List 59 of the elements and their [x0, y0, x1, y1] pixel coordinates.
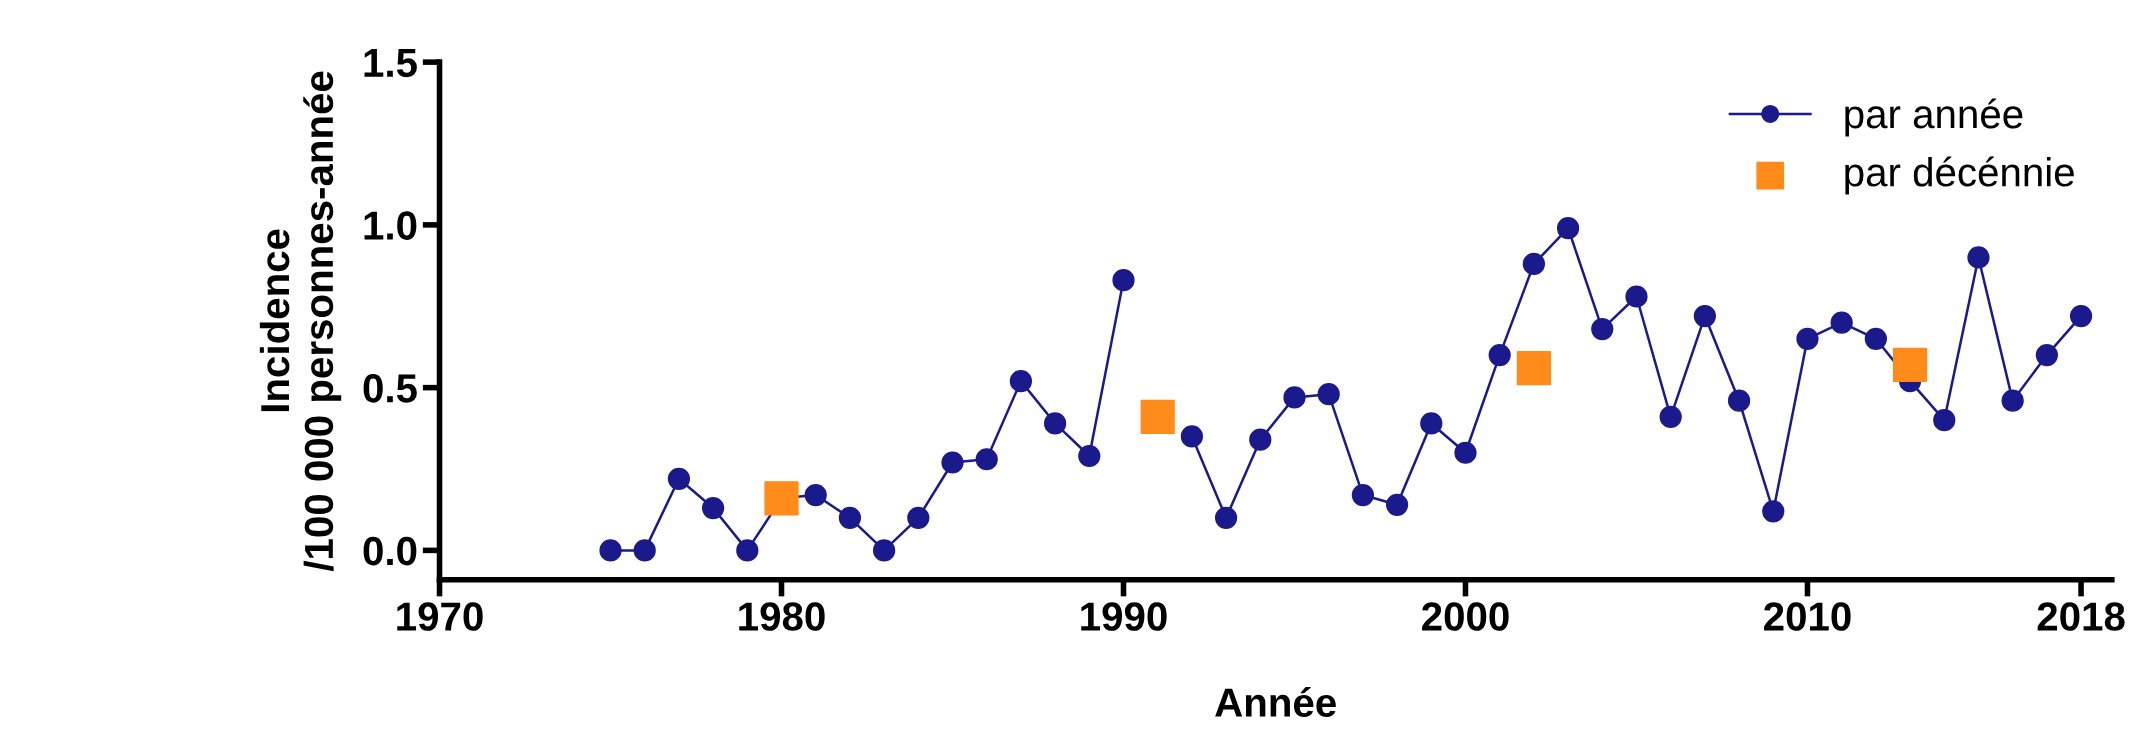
point: [907, 506, 930, 529]
point: [1967, 246, 1990, 269]
point: [1591, 317, 1614, 341]
point: [1864, 327, 1887, 350]
point: [701, 496, 725, 520]
point: [1625, 285, 1648, 308]
point: [1454, 441, 1477, 464]
point: [1140, 399, 1175, 435]
point: [1351, 483, 1374, 507]
point: [941, 451, 964, 474]
point: [1556, 217, 1580, 240]
point: [1283, 386, 1306, 409]
legend-label: par décénnie: [1845, 156, 2074, 195]
y-tick-label: 0.0: [363, 536, 417, 566]
point: [1385, 493, 1409, 516]
point: [1693, 304, 1716, 328]
point: [1892, 347, 1928, 382]
point: [1830, 311, 1853, 334]
x-tick-label: 2018: [2037, 602, 2125, 631]
point: [1214, 506, 1238, 529]
x-tick-label: 2000: [1422, 602, 1509, 631]
point: [599, 539, 622, 562]
point: [1009, 370, 1033, 393]
x-axis-title: Année: [1215, 687, 1336, 717]
point: [633, 539, 656, 562]
legend-label: par année: [1845, 98, 2023, 137]
point: [1420, 412, 1443, 435]
point: [1522, 252, 1545, 276]
point: [2001, 389, 2024, 412]
point: [1659, 405, 1682, 429]
point: [1249, 428, 1272, 451]
point: [764, 481, 799, 516]
point: [1078, 444, 1101, 468]
point: [1762, 500, 1785, 523]
y-tick-label: 0.5: [363, 374, 417, 403]
point: [667, 467, 691, 490]
point: [838, 506, 862, 529]
point: [2035, 343, 2058, 367]
point: [2069, 304, 2093, 328]
y-axis-title: Incidence /100 000 personnes-année: [259, 71, 342, 572]
point: [1488, 343, 1511, 367]
y-tick-label: 1.0: [364, 211, 417, 240]
point: [1043, 412, 1067, 435]
point: [1180, 425, 1204, 448]
point: [1796, 327, 1819, 350]
point: [975, 448, 998, 471]
x-tick-label: 2010: [1764, 602, 1851, 631]
point: [804, 483, 827, 507]
point: [1112, 269, 1135, 292]
point: [872, 539, 896, 562]
x-tick-label: 1970: [397, 602, 483, 631]
point: [1317, 383, 1340, 406]
point: [736, 539, 759, 562]
point: [1516, 350, 1552, 386]
point: [1727, 389, 1751, 412]
x-tick-label: 1990: [1081, 602, 1167, 631]
x-tick-label: 1980: [739, 602, 825, 631]
point: [1933, 409, 1956, 432]
y-tick-label: 1.5: [364, 49, 417, 78]
